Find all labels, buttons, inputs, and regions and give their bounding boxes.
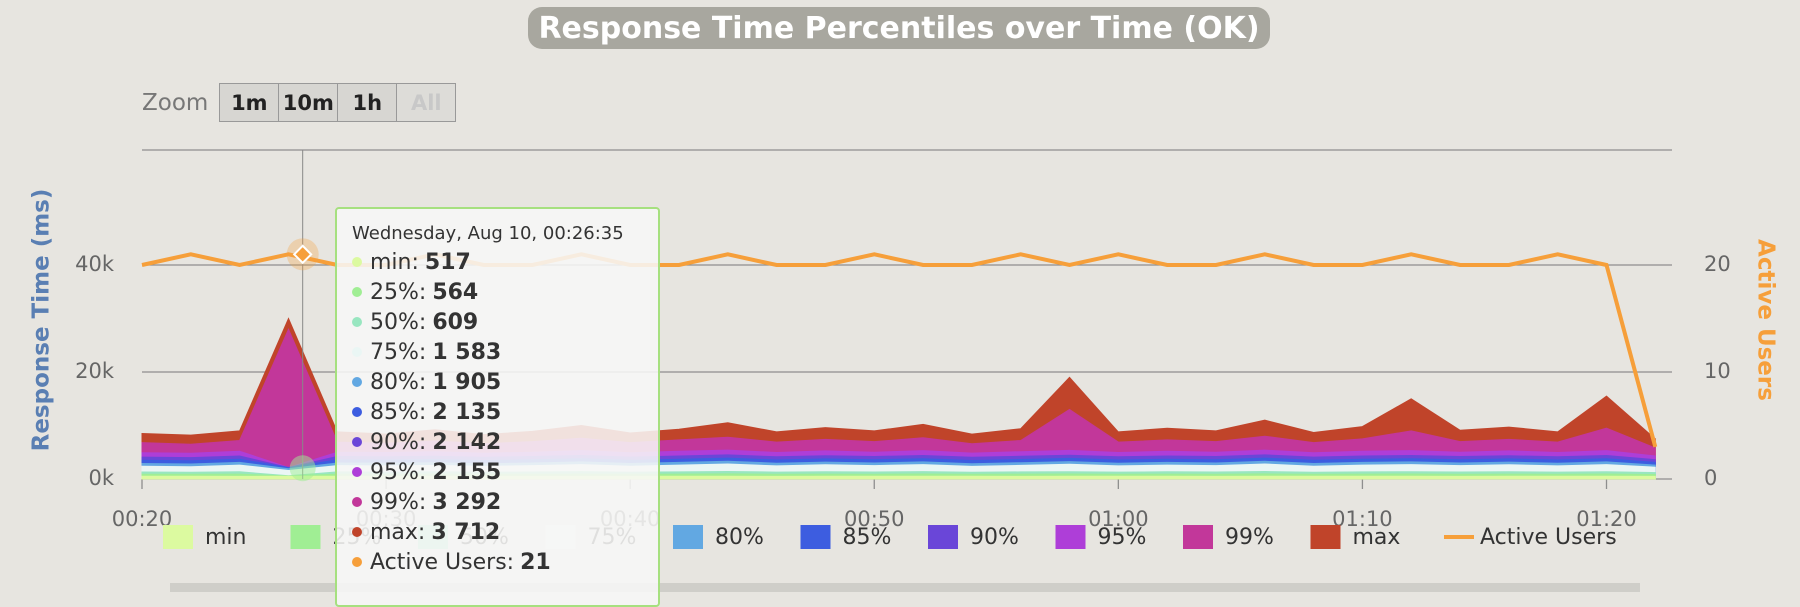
x-tick-label: 00:50	[844, 507, 905, 531]
navigator	[170, 583, 1640, 592]
y2-tick-label: 10	[1704, 359, 1731, 383]
tooltip-dot	[352, 497, 362, 507]
tooltip-row: 99%: 3 292	[352, 487, 658, 517]
legend-symbol	[673, 525, 703, 549]
chart: Response Time (ms) Active Users 0k 20k 40k…	[29, 149, 1779, 592]
tooltip-row: 95%: 2 155	[352, 457, 658, 487]
tooltip-value: 2 142	[432, 429, 502, 455]
tooltip-dot	[352, 377, 362, 387]
hover-halo	[289, 455, 316, 482]
x-tick-label: 01:20	[1576, 507, 1637, 531]
tooltip-dot	[352, 557, 362, 567]
tooltip-row: 75%: 1 583	[352, 337, 658, 367]
legend-label[interactable]: max	[1353, 525, 1401, 550]
y-tick-label: 20k	[75, 359, 115, 383]
tooltip-row: 85%: 2 135	[352, 397, 658, 427]
legend-symbol	[1055, 525, 1086, 549]
legend-label[interactable]: 85%	[843, 525, 892, 550]
tooltip-label: max:	[370, 519, 426, 545]
tooltip-dot	[352, 527, 362, 537]
tooltip-value: 1 905	[432, 369, 502, 395]
zoom-bar: Zoom 1m 10m 1h All	[142, 83, 457, 122]
legend-label[interactable]: Active Users	[1480, 525, 1617, 550]
tooltip: Wednesday, Aug 10, 00:26:35 min: 517 25%: 5…	[335, 207, 660, 607]
zoom-button[interactable]: 10m	[278, 83, 339, 122]
tooltip-value: 609	[432, 309, 479, 335]
x-tick-label: 01:10	[1332, 507, 1393, 531]
legend-label[interactable]: min	[205, 525, 247, 550]
tooltip-value: 564	[432, 279, 479, 305]
y-axis-title: Response Time (ms)	[29, 189, 55, 452]
y2-tick-label: 20	[1704, 252, 1731, 276]
hover-marker	[292, 244, 313, 265]
tooltip-row: Active Users: 21	[352, 547, 658, 577]
tooltip-row: min: 517	[352, 247, 658, 277]
tooltip-dot	[352, 407, 362, 417]
tooltip-row: 50%: 609	[352, 307, 658, 337]
tooltip-label: 25%:	[370, 279, 427, 305]
zoom-button[interactable]: 1h	[337, 83, 398, 122]
page: {"chart_data": {"type": "area", "title":…	[28, 7, 1779, 607]
tooltip-value: 1 583	[432, 339, 502, 365]
tooltip-label: 50%:	[370, 309, 427, 335]
tooltip-value: 21	[520, 549, 551, 575]
tooltip-value: 2 135	[432, 399, 502, 425]
zoom-button[interactable]: All	[396, 83, 457, 122]
legend-symbol	[800, 525, 831, 549]
tooltip-label: 99%:	[370, 489, 427, 515]
tooltip-label: 85%:	[370, 399, 427, 425]
tooltip-value: 3 712	[431, 519, 501, 545]
y2-axis-title: Active Users	[1753, 239, 1779, 401]
tooltip-label: 80%:	[370, 369, 427, 395]
tooltip-dot	[352, 317, 362, 327]
tooltip-dot	[352, 257, 362, 267]
legend-symbol	[1310, 525, 1341, 549]
legend-label[interactable]: 99%	[1225, 525, 1274, 550]
tooltip-value: 2 155	[432, 459, 502, 485]
legend-symbol	[928, 525, 958, 549]
legend-symbol	[163, 525, 193, 549]
tooltip-dot	[352, 347, 362, 357]
y-tick-label: 40k	[75, 252, 115, 276]
legend-label[interactable]: 95%	[1098, 525, 1147, 550]
tooltip-label: min:	[370, 249, 419, 275]
tooltip-label: 95%:	[370, 459, 427, 485]
y-tick-label: 0k	[88, 466, 114, 490]
tooltip-dot	[352, 467, 362, 477]
legend-symbol	[1183, 525, 1213, 549]
legend-symbol	[290, 525, 321, 549]
tooltip-row: 80%: 1 905	[352, 367, 658, 397]
tooltip-dot	[352, 287, 362, 297]
tooltip-value: 517	[424, 249, 471, 275]
tooltip-title: Wednesday, Aug 10, 00:26:35	[352, 223, 624, 244]
tooltip-row: 25%: 564	[352, 277, 658, 307]
tooltip-label: Active Users:	[370, 549, 515, 575]
y2-tick-label: 0	[1704, 466, 1717, 490]
tooltip-value: 3 292	[432, 489, 502, 515]
zoom-label: Zoom	[142, 89, 209, 116]
x-tick-label: 01:00	[1088, 507, 1149, 531]
chart-title: Response Time Percentiles over Time (OK)	[528, 7, 1270, 49]
tooltip-row: max: 3 712	[352, 517, 658, 547]
tooltip-label: 90%:	[370, 429, 427, 455]
tooltip-dot	[352, 437, 362, 447]
legend-label[interactable]: 90%	[970, 525, 1019, 550]
legend-label[interactable]: 80%	[715, 525, 764, 550]
tooltip-row: 90%: 2 142	[352, 427, 658, 457]
x-tick-label: 00:20	[112, 507, 173, 531]
tooltip-label: 75%:	[370, 339, 427, 365]
